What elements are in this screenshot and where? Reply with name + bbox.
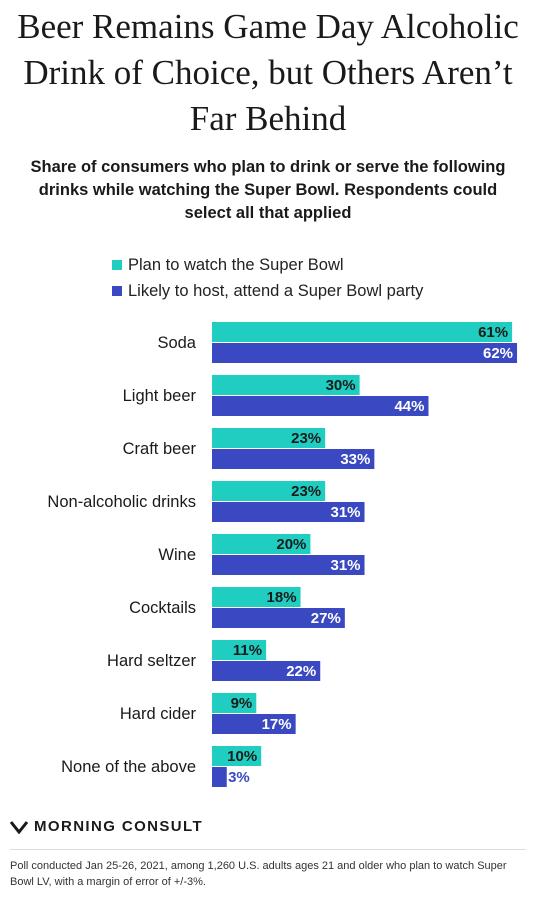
value-label-hard-cider-series-1: 9% [231,695,253,712]
bar-light-beer-series-2 [212,396,429,416]
bar-wine-series-1 [212,534,311,554]
bar-hard-cider-series-1 [212,693,257,713]
category-label-hard-seltzer: Hard seltzer [107,652,196,670]
bar-light-beer-series-1 [212,375,360,395]
bar-craft-beer-series-1 [212,428,326,448]
value-label-non-alcoholic-drinks-series-1: 23% [291,483,321,500]
legend-swatch-series-1 [112,260,122,270]
bar-chart: Soda 61% 62% Light beer 30% 44% Craft beer 23% 3… [47,322,518,787]
bar-hard-cider-series-2 [212,714,296,734]
value-label-craft-beer-series-2: 33% [340,451,370,468]
value-label-wine-series-2: 31% [330,557,360,574]
chart-legend: Plan to watch the Super Bowl Likely to h… [112,252,423,304]
legend-swatch-series-2 [112,286,122,296]
bar-cocktails-series-1 [212,587,301,607]
morning-consult-logo: MORNING CONSULT [10,818,203,835]
value-label-hard-seltzer-series-2: 22% [286,663,316,680]
value-label-light-beer-series-2: 44% [394,398,424,415]
category-label-cocktails: Cocktails [129,599,196,617]
morning-consult-logo-icon [10,820,28,834]
chart-subtitle: Share of consumers who plan to drink or … [30,158,506,222]
category-label-none-of-the-above: None of the above [61,758,196,776]
legend-entry-series-1: Plan to watch the Super Bowl [112,252,423,278]
legend-label-series-2: Likely to host, attend a Super Bowl part… [128,281,424,300]
bar-soda-series-1 [212,322,513,342]
bar-non-alcoholic-drinks-series-2 [212,502,365,522]
bar-non-alcoholic-drinks-series-1 [212,481,326,501]
value-label-cocktails-series-2: 27% [311,610,341,627]
bar-cocktails-series-2 [212,608,345,628]
bar-wine-series-2 [212,555,365,575]
value-label-non-alcoholic-drinks-series-2: 31% [330,504,360,521]
value-label-none-of-the-above-series-2: 3% [228,769,250,786]
category-label-wine: Wine [158,546,196,564]
legend-label-series-1: Plan to watch the Super Bowl [128,255,344,274]
value-label-cocktails-series-1: 18% [267,589,297,606]
chart-title: Beer Remains Game Day Alcoholic Drink of… [17,7,519,138]
value-label-wine-series-1: 20% [276,536,306,553]
value-label-craft-beer-series-1: 23% [291,430,321,447]
bar-soda-series-2 [212,343,518,363]
bar-hard-seltzer-series-1 [212,640,267,660]
value-label-soda-series-2: 62% [483,345,513,362]
category-label-craft-beer: Craft beer [123,440,197,458]
bar-hard-seltzer-series-2 [212,661,321,681]
value-label-soda-series-1: 61% [478,324,508,341]
logo-wordmark: MORNING CONSULT [34,818,204,835]
value-label-hard-cider-series-2: 17% [262,716,292,733]
legend-entry-series-2: Likely to host, attend a Super Bowl part… [112,278,423,304]
category-label-non-alcoholic-drinks: Non-alcoholic drinks [47,493,196,511]
footer-divider [10,849,526,850]
category-label-light-beer: Light beer [123,387,197,405]
bar-none-of-the-above-series-2 [212,767,227,787]
footnote: Poll conducted Jan 25-26, 2021, among 1,… [10,860,507,888]
value-label-light-beer-series-1: 30% [326,377,356,394]
category-label-hard-cider: Hard cider [120,705,197,723]
value-label-hard-seltzer-series-1: 11% [233,642,262,659]
value-label-none-of-the-above-series-1: 10% [227,748,257,765]
category-label-soda: Soda [157,334,196,352]
bar-none-of-the-above-series-1 [212,746,262,766]
bar-craft-beer-series-2 [212,449,375,469]
